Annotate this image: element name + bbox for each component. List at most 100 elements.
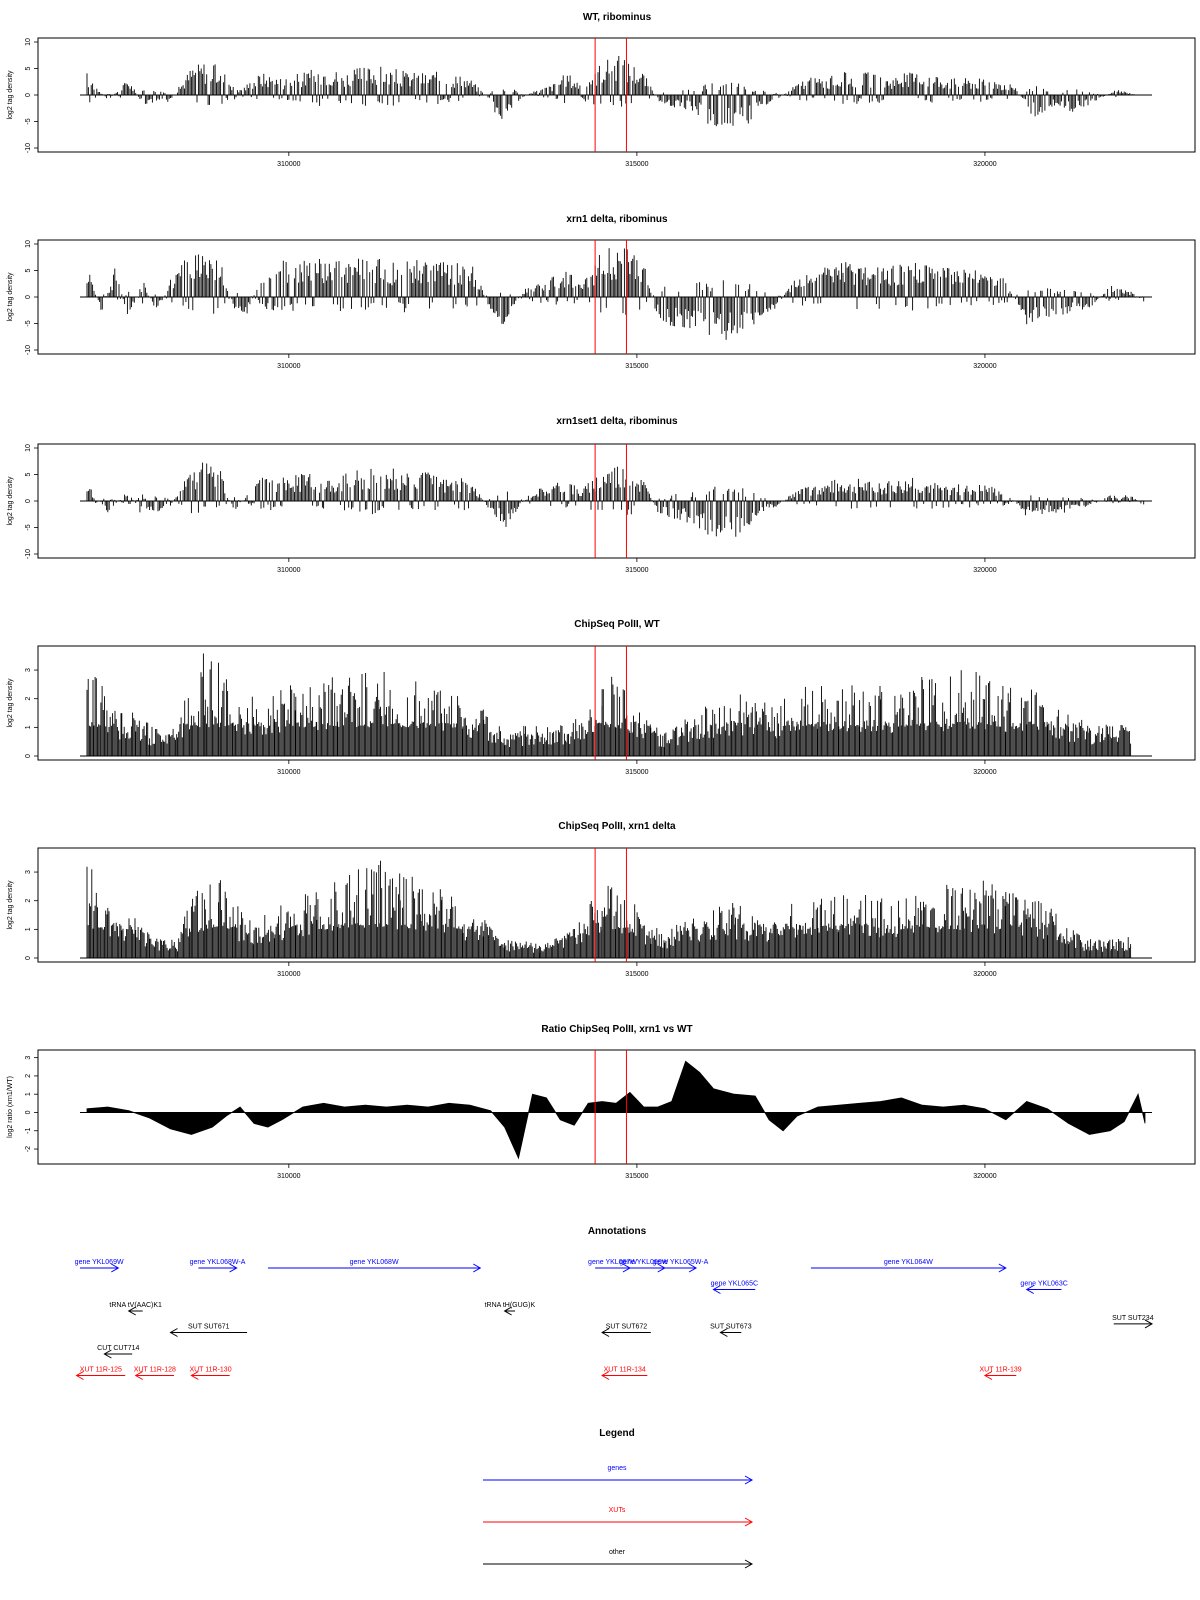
y-axis-label: log2 tag density	[7, 272, 14, 322]
chart-title: ChipSeq PolII, WT	[574, 619, 660, 630]
annotation-feature: XUT 11R-130	[189, 1367, 232, 1380]
y-tick-label: -10	[25, 345, 32, 355]
feature-label: XUT 11R-125	[80, 1367, 122, 1374]
x-tick-label: 320000	[973, 363, 996, 370]
feature-label: SUT SUT234	[1112, 1315, 1154, 1322]
x-tick-label: 320000	[973, 769, 996, 776]
arrow-head	[601, 1371, 610, 1380]
feature-arrow	[169, 1328, 248, 1337]
arrow-head	[688, 1263, 698, 1273]
y-tick-label: 10	[25, 240, 32, 248]
arrow-head	[1025, 1285, 1034, 1294]
legend-label: genes	[607, 1465, 627, 1472]
feature-label: SUT SUT672	[606, 1324, 648, 1331]
arrow-head	[601, 1328, 610, 1337]
annotations-title: Annotations	[588, 1226, 647, 1237]
legend-title: Legend	[599, 1428, 635, 1439]
annotation-feature: gene YKL065W-A	[652, 1259, 709, 1273]
x-tick-label: 320000	[973, 161, 996, 168]
arrow-head	[1144, 1319, 1154, 1329]
arrow-head	[744, 1517, 754, 1527]
x-tick-label: 310000	[277, 567, 300, 574]
y-tick-label: -1	[25, 1128, 32, 1134]
annotation-feature: gene YKL068W-A	[190, 1259, 246, 1273]
y-tick-label: 0	[25, 499, 32, 503]
y-tick-label: 1	[25, 927, 32, 931]
x-tick-label: 310000	[277, 971, 300, 978]
y-tick-label: 1	[25, 1092, 32, 1096]
feature-arrow	[622, 1263, 666, 1273]
feature-arrow	[601, 1328, 651, 1337]
annotation-feature: XUT 11R-139	[980, 1367, 1022, 1380]
chart-title: xrn1 delta, ribominus	[566, 214, 668, 225]
plot-frame	[37, 1049, 1196, 1165]
data-series	[86, 462, 1145, 537]
arrow-head	[473, 1263, 482, 1273]
chart-panel: WT, ribominus -10 -5 0 5 10 log2 tag density 31…	[7, 12, 1196, 168]
feature-label: gene YKL067W	[588, 1259, 637, 1266]
feature-arrow	[664, 1263, 698, 1273]
feature-arrow	[190, 1371, 230, 1380]
feature-label: SUT SUT673	[710, 1324, 752, 1331]
y-tick-label: 3	[25, 870, 32, 874]
feature-arrow	[75, 1371, 126, 1380]
annotation-feature: tRNA tV(AAC)K1	[109, 1302, 162, 1316]
arrow-head	[229, 1263, 238, 1273]
arrow-head	[983, 1371, 993, 1380]
x-tick-label: 310000	[277, 1173, 300, 1180]
arrow-head	[998, 1263, 1007, 1273]
annotation-feature: gene YKL069W	[75, 1259, 124, 1273]
feature-arrow	[134, 1371, 174, 1380]
feature-label: tRNA tV(AAC)K1	[109, 1302, 162, 1309]
x-tick-label: 315000	[625, 363, 648, 370]
arrow-head	[712, 1285, 721, 1294]
legend-arrow	[483, 1517, 754, 1527]
data-series	[86, 56, 1138, 127]
feature-label: XUT 11R-134	[604, 1367, 646, 1374]
y-tick-label: 3	[25, 1056, 32, 1060]
arrow-head	[111, 1263, 120, 1273]
x-tick-label: 315000	[625, 567, 648, 574]
annotation-feature: XUT 11R-128	[134, 1367, 176, 1380]
y-axis-label: log2 tag density	[7, 678, 14, 728]
annotation-feature: gene YKL068W	[267, 1259, 482, 1273]
annotation-feature: tRNA tH(GUG)K	[485, 1302, 535, 1316]
feature-label: XUT 11R-128	[134, 1367, 176, 1374]
y-tick-label: -5	[25, 118, 32, 124]
feature-label: gene YKL065W-A	[652, 1259, 708, 1266]
annotation-feature: XUT 11R-134	[601, 1367, 648, 1380]
arrow-head	[75, 1371, 84, 1380]
annotation-feature: SUT SUT673	[710, 1324, 752, 1337]
x-tick-label: 315000	[625, 161, 648, 168]
legend-label: XUTs	[609, 1507, 626, 1514]
legend-arrow	[483, 1475, 754, 1485]
arrow-head	[169, 1328, 178, 1337]
y-axis-label: log2 tag density	[7, 476, 14, 526]
arrow-head	[127, 1306, 136, 1316]
legend-label: other	[609, 1549, 626, 1556]
annotation-feature: gene YKL063C	[1020, 1281, 1068, 1294]
feature-arrow	[267, 1263, 482, 1273]
feature-label: gene YKL064W	[884, 1259, 933, 1266]
feature-label: gene YKL066W	[619, 1259, 668, 1266]
y-axis-label: log2 tag density	[7, 880, 14, 930]
feature-label: XUT 11R-130	[189, 1367, 231, 1374]
feature-label: gene YKL068W-A	[190, 1259, 246, 1266]
feature-label: CUT CUT714	[97, 1345, 139, 1352]
annotation-feature: SUT SUT671	[169, 1324, 248, 1337]
arrow-head	[503, 1306, 512, 1316]
chart-panel: ChipSeq PolII, WT 0 1 2 3 log2 tag density 310…	[7, 619, 1196, 776]
arrow-head	[657, 1263, 666, 1273]
annotation-feature: SUT SUT672	[601, 1324, 651, 1337]
y-tick-label: 0	[25, 1110, 32, 1114]
y-tick-label: 3	[25, 668, 32, 672]
x-tick-label: 315000	[625, 1173, 648, 1180]
y-tick-label: -5	[25, 320, 32, 326]
x-tick-label: 320000	[973, 567, 996, 574]
legend-entry: other	[483, 1549, 754, 1569]
arrow-head	[744, 1475, 754, 1485]
y-tick-label: 10	[25, 444, 32, 452]
y-tick-label: 0	[25, 295, 32, 299]
arrow-head	[103, 1349, 112, 1359]
